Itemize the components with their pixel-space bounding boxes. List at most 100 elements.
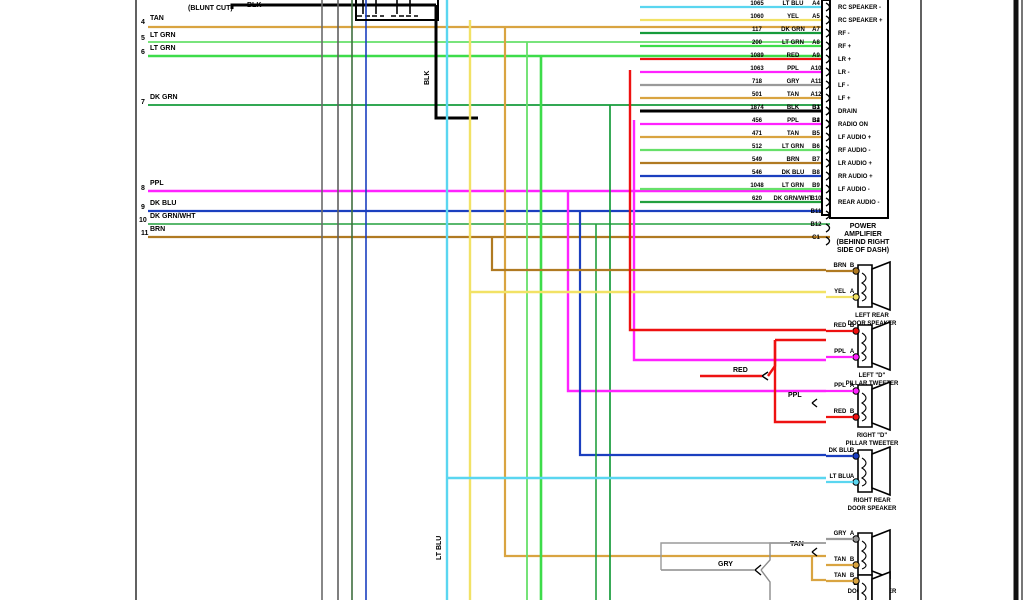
speaker-coil (860, 332, 867, 362)
amp-pin-A4: A4 (812, 1, 820, 7)
left-pin-number-6: 6 (141, 49, 145, 56)
speaker-terminal-color: TAN (834, 557, 846, 563)
amp-circuit-B4: 456 (752, 118, 763, 124)
speaker-terminal-color: RED (834, 409, 847, 415)
left-pin-color-4: TAN (150, 15, 164, 22)
speaker-terminal-pin: A (850, 289, 855, 295)
amp-pin-loop-B9 (825, 184, 831, 194)
amp-pin-loop-B7 (825, 158, 831, 168)
speaker-terminal-color: PPL (834, 383, 846, 389)
splice-gry-label: GRY (718, 561, 733, 568)
speaker-terminal-color: LT BLU (830, 474, 851, 480)
speaker-terminal-pin: A (850, 349, 855, 355)
splice-tan-label: TAN (790, 541, 804, 548)
speaker-cone (871, 528, 891, 580)
speaker-terminal-pin: B (850, 263, 855, 269)
speaker-label-line: LEFT "D" (859, 373, 886, 379)
amp-function-B7: LR AUDIO + (838, 161, 872, 167)
wire-ppl-route (566, 191, 826, 393)
splice-red-marker (761, 371, 769, 381)
splice-red: RED (700, 340, 777, 381)
amp-circuit-A8: 200 (752, 40, 763, 46)
amp-function-B6: RF AUDIO - (838, 148, 870, 154)
amp-pin-C1: C1 (812, 235, 820, 241)
amp-function-B4: RADIO ON (838, 122, 868, 128)
speaker-coil (860, 540, 867, 570)
amp-pin-loop-B4 (825, 119, 831, 129)
speaker-terminal-pin: A (850, 474, 855, 480)
left-pin-color-11: BRN (150, 226, 165, 233)
speaker-terminal-pin: A (850, 531, 855, 537)
amp-color-B9: LT GRN (782, 183, 804, 189)
speaker-coil (860, 272, 867, 302)
lt-blu-label-vertical: LT BLU (436, 536, 443, 560)
amp-color-A4: LT BLU (783, 1, 804, 7)
speaker-connector-body (857, 574, 873, 600)
amp-pin-B11: B11 (811, 209, 822, 215)
amp-circuit-A10: 1063 (750, 66, 764, 72)
speaker-cone (871, 320, 891, 372)
speaker-terminal-color: RED (834, 323, 847, 329)
speaker-label-line: PILLAR TWEETER (846, 441, 899, 447)
splice-gry-branch-2 (760, 569, 771, 600)
amp-function-A7: RF - (838, 31, 850, 37)
amp-circuit-B5: 471 (752, 131, 763, 137)
amp-circuit-B9: 1048 (750, 183, 764, 189)
speaker-terminal-color: GRY (834, 531, 847, 537)
speaker-coil (860, 582, 867, 600)
splice-ppl-label: PPL (788, 392, 802, 399)
speaker-cone (871, 260, 891, 312)
splice-red-branch (767, 340, 777, 377)
amp-color-B4: PPL (787, 118, 799, 124)
speaker-label-line: DOOR SPEAKER (848, 506, 897, 512)
amp-pin-B8: B8 (812, 170, 820, 176)
shield-bus-line (230, 3, 436, 9)
splice-gry-marker (754, 564, 762, 576)
vertical-bus-wires (321, 0, 367, 600)
amplifier-connector-table: 1065 LT BLU A4 RC SPEAKER - 1060 YEL A5 RC SPEA… (640, 0, 889, 246)
left-pin-number-11: 11 (141, 230, 149, 237)
amp-pin-loop-B5 (825, 132, 831, 142)
amp-pin-loop-A11 (825, 80, 831, 90)
speaker-label-line: DOOR SPEAKER (848, 321, 897, 327)
splice-tan-marker (811, 547, 818, 557)
amp-pin-B3: B3 (812, 105, 820, 111)
amp-color-A5: YEL (787, 14, 799, 20)
amp-label-line-0: POWER (850, 223, 876, 230)
amp-pin-loop-B12 (825, 223, 831, 233)
speaker-terminal-color: PPL (834, 349, 846, 355)
amp-pin-loop-A5 (825, 15, 831, 25)
amp-color-A9: RED (787, 53, 800, 59)
splice-red-label: RED (733, 367, 748, 374)
blk-label-vertical: BLK (424, 71, 431, 85)
splice-tan-branch (810, 556, 826, 582)
amp-color-A11: GRY (787, 79, 800, 85)
shield-drop-line (434, 5, 478, 120)
amp-pin-loop-A4 (825, 2, 831, 12)
amp-function-A4: RC SPEAKER - (838, 5, 881, 11)
left-pin-number-4: 4 (141, 19, 145, 26)
left-pin-color-5: LT GRN (150, 32, 176, 39)
amp-circuit-A12: 501 (752, 92, 763, 98)
amp-color-A8: LT GRN (782, 40, 804, 46)
speaker-terminal-pin: B (850, 557, 855, 563)
blunt-cut-label: (BLUNT CUT) (188, 5, 233, 12)
amp-color-B7: BRN (787, 157, 800, 163)
page-frame (135, 0, 1023, 600)
amp-pin-loop-A9 (825, 54, 831, 64)
amp-pin-B5: B5 (812, 131, 820, 137)
left-front-door-speaker: GRYATANBLEFT FRONTDOOR SPEAKER (826, 528, 897, 595)
amp-color-B10: DK GRN/WHT (774, 196, 813, 202)
amp-function-A5: RC SPEAKER + (838, 18, 883, 24)
amp-function-B5: LF AUDIO + (838, 135, 872, 141)
amp-pin-B4: B4 (812, 118, 820, 124)
left-pin-color-10: DK GRN/WHT (150, 213, 196, 220)
amp-pin-B7: B7 (812, 157, 820, 163)
splice-tan: TAN (790, 541, 826, 582)
amp-pin-B9: B9 (812, 183, 820, 189)
amplifier-label: POWER AMPLIFIER (BEHIND RIGHT SIDE OF DA… (837, 223, 891, 254)
left-pin-color-7: DK GRN (150, 94, 178, 101)
wire-ppl-route-2 (632, 120, 826, 362)
